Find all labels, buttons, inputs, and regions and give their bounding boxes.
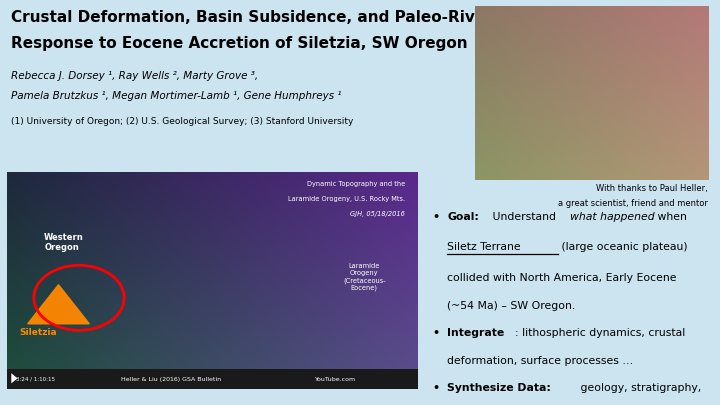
Text: Laramide Orogeny, U.S. Rocky Mts.: Laramide Orogeny, U.S. Rocky Mts. [288, 196, 405, 202]
Text: •: • [433, 212, 440, 222]
Text: Laramide
Orogeny
(Cretaceous-
Eocene): Laramide Orogeny (Cretaceous- Eocene) [343, 263, 386, 291]
Text: 3:24 / 1:10:15: 3:24 / 1:10:15 [17, 377, 55, 382]
Text: geology, stratigraphy,: geology, stratigraphy, [577, 383, 701, 393]
Text: Response to Eocene Accretion of Siletzia, SW Oregon: Response to Eocene Accretion of Siletzia… [11, 36, 467, 51]
Text: deformation, surface processes …: deformation, surface processes … [447, 356, 634, 367]
Text: With thanks to Paul Heller,: With thanks to Paul Heller, [596, 184, 708, 193]
Text: (1) University of Oregon; (2) U.S. Geological Survey; (3) Stanford University: (1) University of Oregon; (2) U.S. Geolo… [11, 117, 354, 126]
Text: Rebecca J. Dorsey ¹, Ray Wells ², Marty Grove ³,: Rebecca J. Dorsey ¹, Ray Wells ², Marty … [11, 71, 258, 81]
Text: Crustal Deformation, Basin Subsidence, and Paleo-River: Crustal Deformation, Basin Subsidence, a… [11, 10, 492, 25]
Text: what happened: what happened [570, 212, 654, 222]
Text: (~54 Ma) – SW Oregon.: (~54 Ma) – SW Oregon. [447, 301, 575, 311]
Text: Western
Oregon: Western Oregon [44, 233, 84, 252]
Text: (large oceanic plateau): (large oceanic plateau) [558, 242, 688, 252]
Text: a great scientist, friend and mentor: a great scientist, friend and mentor [558, 199, 708, 208]
Text: Goal:: Goal: [447, 212, 479, 222]
Bar [7, 369, 418, 389]
Text: when: when [654, 212, 688, 222]
Text: GJH, 05/18/2016: GJH, 05/18/2016 [351, 211, 405, 217]
Text: Dynamic Topography and the: Dynamic Topography and the [307, 181, 405, 187]
Text: YouTube.com: YouTube.com [315, 377, 356, 382]
Text: Integrate: Integrate [447, 328, 505, 338]
Text: Pamela Brutzkus ¹, Megan Mortimer-Lamb ¹, Gene Humphreys ¹: Pamela Brutzkus ¹, Megan Mortimer-Lamb ¹… [11, 91, 341, 101]
Text: •: • [433, 328, 440, 338]
Text: : lithospheric dynamics, crustal: : lithospheric dynamics, crustal [515, 328, 685, 338]
Text: Synthesize Data:: Synthesize Data: [447, 383, 551, 393]
Text: •: • [433, 383, 440, 393]
Text: collided with North America, Early Eocene: collided with North America, Early Eocen… [447, 273, 677, 283]
Polygon shape [27, 285, 89, 324]
Text: Siletz Terrane: Siletz Terrane [447, 242, 521, 252]
Text: Heller & Liu (2016) GSA Bulletin: Heller & Liu (2016) GSA Bulletin [121, 377, 222, 382]
Text: Siletzia: Siletzia [19, 328, 57, 337]
Polygon shape [12, 373, 17, 384]
Text: Understand: Understand [489, 212, 556, 222]
